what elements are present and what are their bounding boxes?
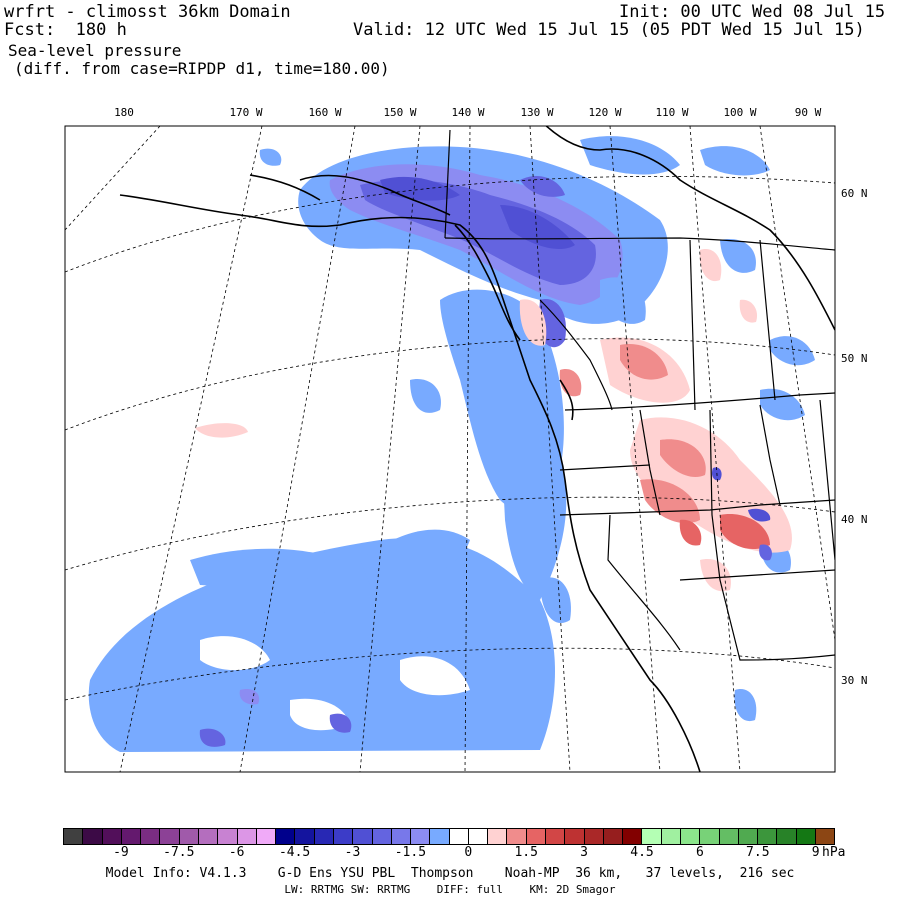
legend-swatch bbox=[758, 829, 778, 844]
legend-swatch bbox=[295, 829, 315, 844]
legend-swatch bbox=[507, 829, 527, 844]
init-time: Init: 00 UTC Wed 08 Jul 15 bbox=[619, 2, 886, 22]
legend-swatch bbox=[141, 829, 161, 844]
legend-swatch bbox=[661, 829, 681, 844]
legend-swatch bbox=[411, 829, 431, 844]
lon-label: 110 W bbox=[655, 106, 688, 119]
lon-label: 160 W bbox=[308, 106, 341, 119]
lon-label: 100 W bbox=[723, 106, 756, 119]
legend-swatch bbox=[468, 829, 489, 844]
lon-label: 150 W bbox=[383, 106, 416, 119]
legend-swatch bbox=[276, 829, 296, 844]
legend-swatch bbox=[719, 829, 739, 844]
lat-label: 60 N bbox=[841, 187, 868, 200]
legend-swatch bbox=[738, 829, 759, 844]
legend-tick: -1.5 bbox=[394, 845, 427, 860]
diff-note: (diff. from case=RIPDP d1, time=180.00) bbox=[14, 59, 390, 78]
legend-swatch bbox=[796, 829, 816, 844]
lat-label: 40 N bbox=[841, 513, 868, 526]
map-frame bbox=[64, 125, 836, 773]
legend-tick: 7.5 bbox=[746, 845, 770, 860]
legend-swatch bbox=[603, 829, 624, 844]
forecast-hour: Fcst: 180 h bbox=[4, 20, 127, 40]
legend-unit: hPa bbox=[822, 845, 846, 860]
legend-swatch bbox=[815, 829, 835, 844]
legend-swatch bbox=[777, 829, 797, 844]
legend-swatch bbox=[565, 829, 585, 844]
legend-swatch bbox=[584, 829, 604, 844]
legend-swatch bbox=[64, 829, 84, 844]
legend-tick: 4.5 bbox=[630, 845, 654, 860]
legend-swatch bbox=[83, 829, 103, 844]
legend-swatch bbox=[623, 829, 643, 844]
lon-label: 170 W bbox=[229, 106, 262, 119]
valid-time: Valid: 12 UTC Wed 15 Jul 15 (05 PDT Wed … bbox=[353, 20, 865, 40]
legend-swatch bbox=[179, 829, 199, 844]
legend-swatch bbox=[700, 829, 720, 844]
legend-tick: -4.5 bbox=[278, 845, 311, 860]
legend-tick: 0 bbox=[464, 845, 473, 860]
legend-tick: 3 bbox=[580, 845, 589, 860]
lat-label: 30 N bbox=[841, 674, 868, 687]
model-title: wrfrt - climosst 36km Domain bbox=[4, 2, 291, 22]
model-info: Model Info: V4.1.3 G-D Ens YSU PBL Thomp… bbox=[105, 866, 795, 881]
color-legend-bar bbox=[63, 828, 835, 845]
legend-tick: 9 bbox=[811, 845, 820, 860]
legend-swatch bbox=[333, 829, 354, 844]
lon-label: 130 W bbox=[520, 106, 553, 119]
lon-label: 90 W bbox=[795, 106, 822, 119]
legend-swatch bbox=[237, 829, 257, 844]
legend-swatch bbox=[121, 829, 142, 844]
legend-tick: -7.5 bbox=[163, 845, 195, 860]
field-name: Sea-level pressure bbox=[8, 41, 182, 60]
longitude-labels: 180 170 W 160 W 150 W 140 W 130 W 120 W … bbox=[114, 106, 822, 119]
lat-label: 50 N bbox=[841, 352, 868, 365]
legend-swatch bbox=[372, 829, 392, 844]
political-boundaries bbox=[444, 129, 835, 661]
legend-tick: -9 bbox=[113, 845, 129, 860]
lon-label: 180 bbox=[114, 106, 134, 119]
legend-swatch bbox=[391, 829, 412, 844]
legend-swatch bbox=[681, 829, 701, 844]
legend-swatch bbox=[256, 829, 277, 844]
legend-swatch bbox=[218, 829, 238, 844]
legend-tick: 1.5 bbox=[514, 845, 538, 860]
legend-tick: -3 bbox=[344, 845, 361, 860]
legend-swatch bbox=[430, 829, 450, 844]
coastlines bbox=[119, 126, 835, 772]
graticule bbox=[65, 126, 835, 772]
legend-swatch bbox=[198, 829, 219, 844]
lon-label: 140 W bbox=[451, 106, 484, 119]
legend-swatch bbox=[102, 829, 122, 844]
lon-label: 120 W bbox=[588, 106, 621, 119]
legend-swatch bbox=[526, 829, 547, 844]
legend-swatch bbox=[546, 829, 566, 844]
legend-swatch bbox=[160, 829, 180, 844]
latitude-labels: 60 N 50 N 40 N 30 N bbox=[841, 187, 868, 687]
legend-swatch bbox=[353, 829, 373, 844]
physics-info: LW: RRTMG SW: RRTMG DIFF: full KM: 2D Sm… bbox=[284, 883, 616, 896]
legend-swatch bbox=[449, 829, 469, 844]
legend-swatch bbox=[488, 829, 508, 844]
legend-tick: -6 bbox=[228, 845, 245, 860]
legend-tick: 6 bbox=[695, 845, 704, 860]
legend-swatch bbox=[314, 829, 334, 844]
legend-swatch bbox=[642, 829, 662, 844]
